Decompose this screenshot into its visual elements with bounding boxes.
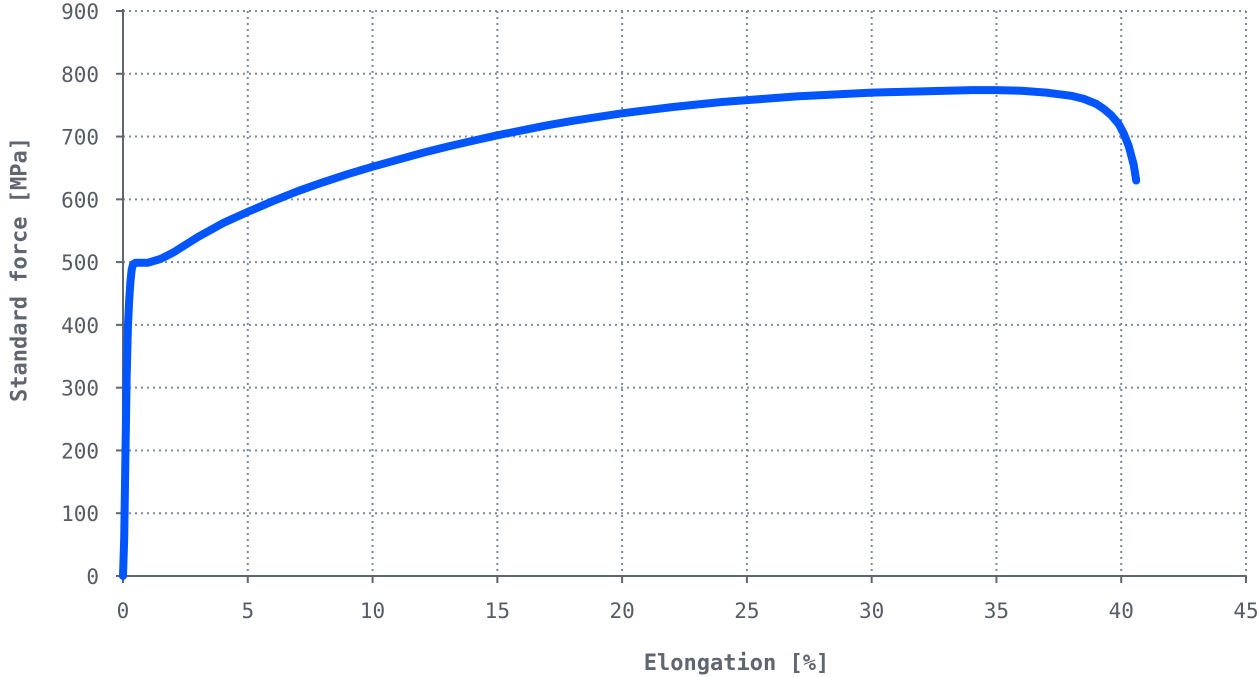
y-tick-label: 0 [86, 565, 99, 589]
y-tick-label: 500 [61, 251, 99, 275]
y-tick-label: 400 [61, 314, 99, 338]
x-tick-label: 25 [734, 599, 759, 623]
stress-strain-curve [119, 86, 1141, 580]
x-tick-label: 15 [485, 599, 510, 623]
y-tick-label: 700 [61, 126, 99, 150]
y-tick-label: 800 [61, 63, 99, 87]
series-layer [119, 86, 1141, 580]
y-tick-label: 900 [61, 0, 99, 24]
y-tick-label: 100 [61, 502, 99, 526]
x-tick-label: 0 [117, 599, 130, 623]
grid [123, 10, 1247, 576]
x-tick-label: 30 [859, 599, 884, 623]
y-tick-label: 600 [61, 188, 99, 212]
tick-labels: 0 5 10 15 20 25 30 35 40 45 0 100 200 300 400 500 600 700… [61, 0, 1259, 623]
x-axis-title: Elongation [%] [644, 651, 829, 676]
x-tick-label: 35 [984, 599, 1009, 623]
x-tick-label: 20 [609, 599, 634, 623]
x-tick-label: 40 [1109, 599, 1134, 623]
x-tick-label: 45 [1233, 599, 1258, 623]
y-tick-label: 200 [61, 439, 99, 463]
x-tick-label: 10 [360, 599, 385, 623]
y-tick-label: 300 [61, 377, 99, 401]
x-tick-label: 5 [241, 599, 254, 623]
y-axis-title: Standard force [MPa] [8, 137, 33, 402]
